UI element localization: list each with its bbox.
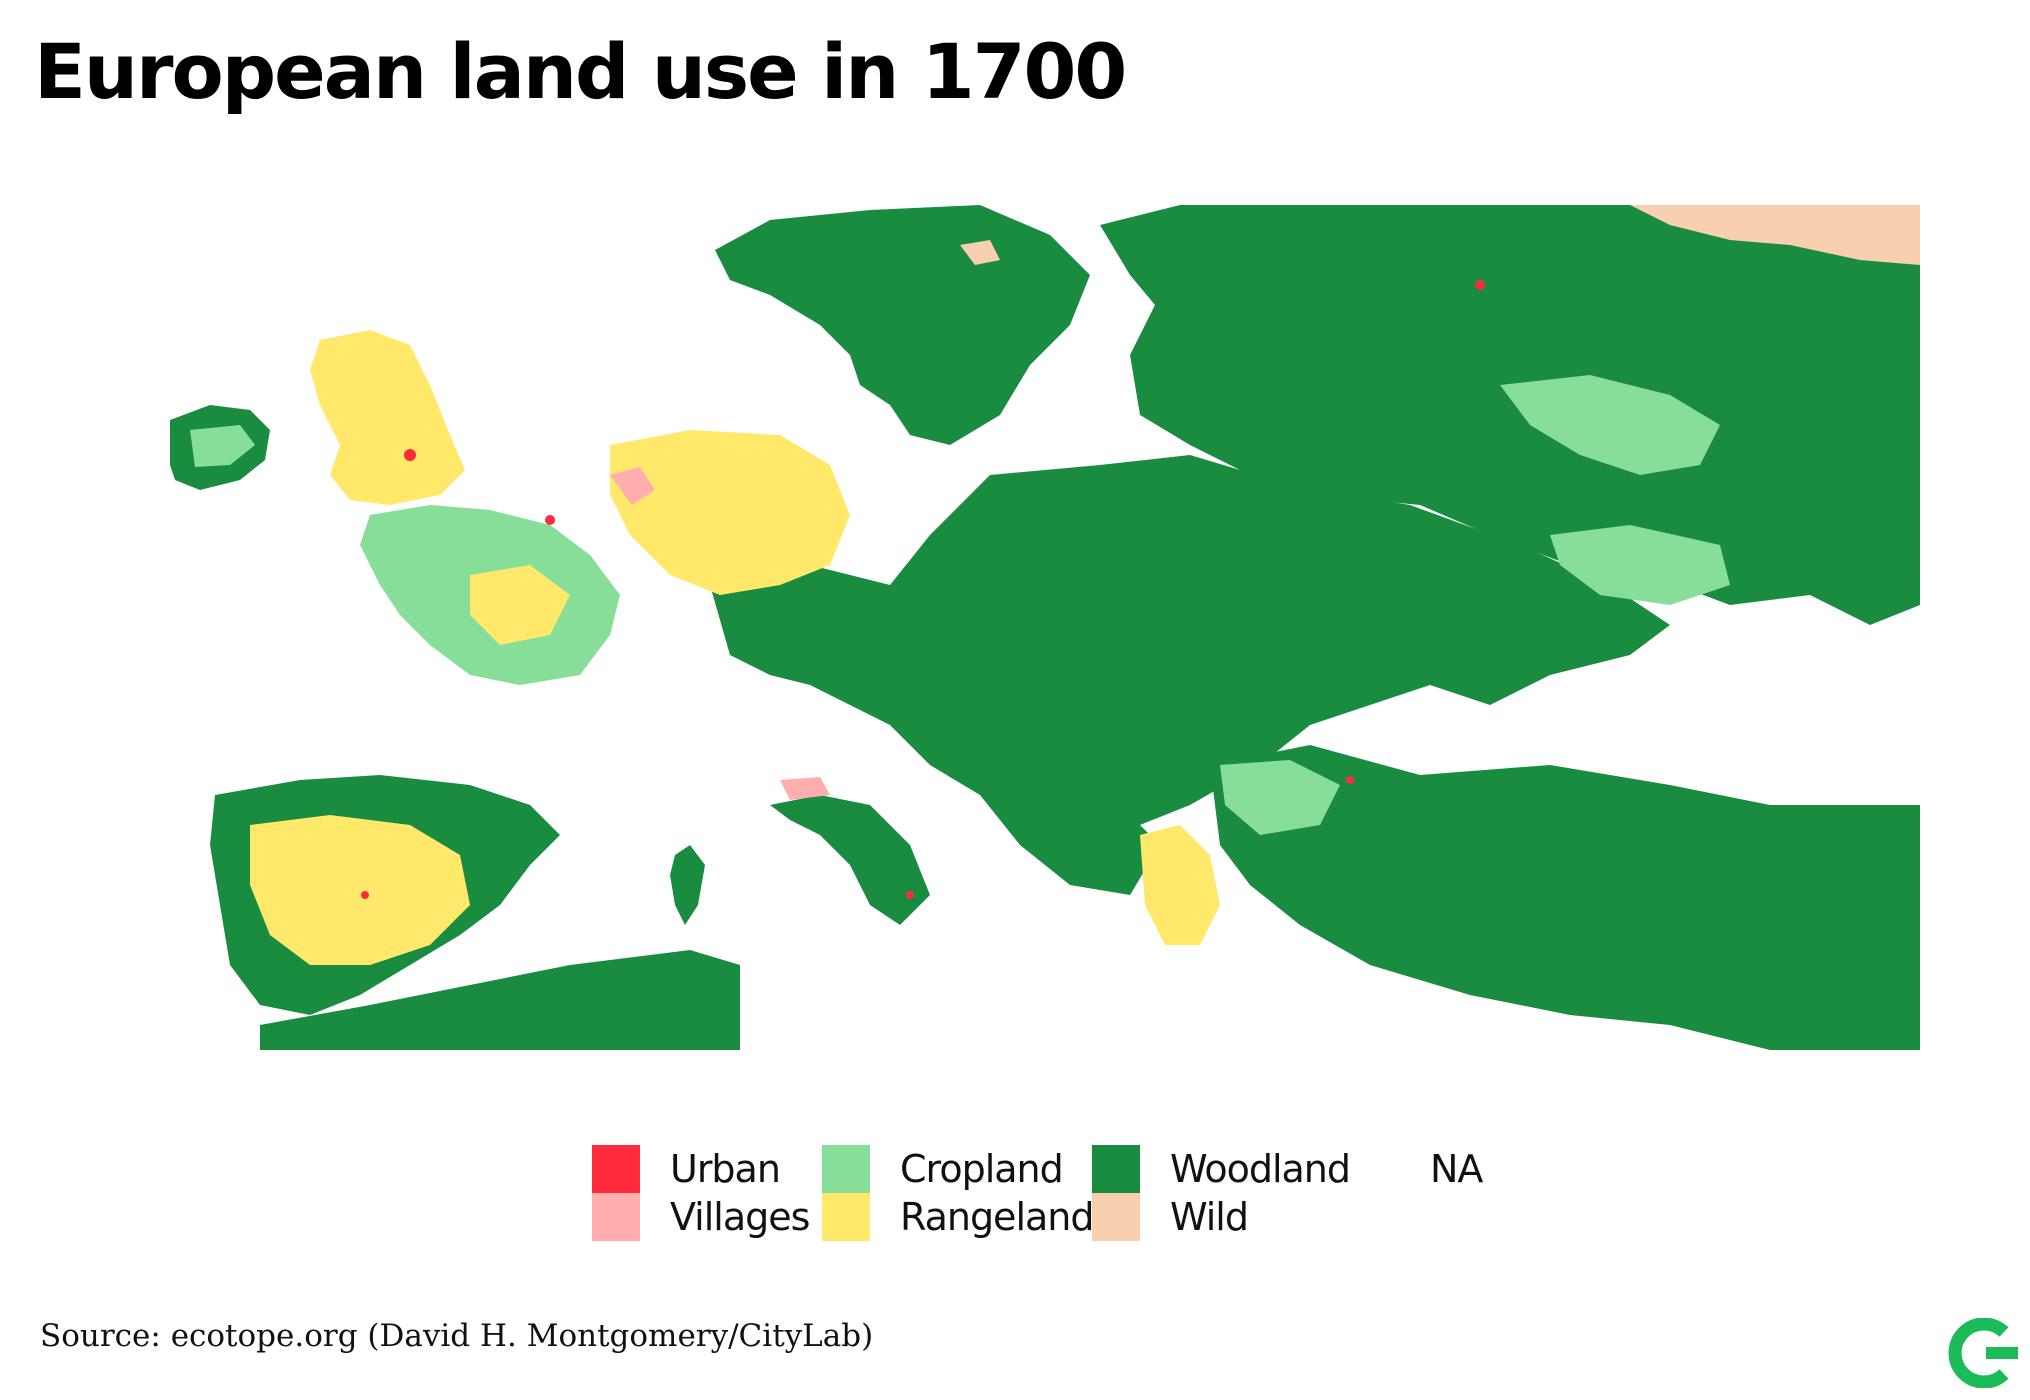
britain-region xyxy=(310,330,465,505)
legend-item-wild: Wild xyxy=(1092,1193,1249,1241)
legend-item-rangeland: Rangeland xyxy=(822,1193,1094,1241)
central-europe-region xyxy=(710,565,1160,895)
po-villages xyxy=(780,777,830,800)
citylab-logo-icon xyxy=(1948,1317,2018,1389)
wild-regions xyxy=(960,205,1920,265)
london-urban xyxy=(404,449,416,461)
legend-swatch-urban xyxy=(592,1145,640,1193)
madrid-urban xyxy=(361,891,369,899)
balkan-rangeland xyxy=(1140,825,1220,945)
legend-swatch-cropland xyxy=(822,1145,870,1193)
finland-region xyxy=(1100,205,1920,625)
lowlands-villages xyxy=(610,467,655,505)
legend-label-rangeland: Rangeland xyxy=(900,1195,1094,1239)
eastern-europe-region xyxy=(860,455,1670,825)
woodland-regions xyxy=(170,205,1920,1050)
rangeland-regions xyxy=(250,330,1220,965)
legend-swatch-rangeland xyxy=(822,1193,870,1241)
north-wild-region xyxy=(1630,205,1920,265)
scandinavia-region xyxy=(715,205,1090,445)
legend-item-urban: Urban xyxy=(592,1145,781,1193)
anatolia-region xyxy=(1210,745,1920,1050)
urban-regions xyxy=(361,280,1485,899)
legend-swatch-wild xyxy=(1092,1193,1140,1241)
italy-region xyxy=(770,795,930,925)
legend-item-na: NA xyxy=(1352,1145,1483,1193)
istanbul-urban xyxy=(1346,776,1354,784)
legend: Urban Villages Cropland Rangeland Woodla… xyxy=(592,1145,1492,1255)
legend-swatch-villages xyxy=(592,1193,640,1241)
source-note: Source: ecotope.org (David H. Montgomery… xyxy=(40,1318,874,1354)
legend-label-cropland: Cropland xyxy=(900,1147,1064,1191)
legend-swatch-woodland xyxy=(1092,1145,1140,1193)
legend-item-villages: Villages xyxy=(592,1193,810,1241)
east-cropland xyxy=(1500,375,1720,475)
land-use-map xyxy=(170,205,1920,1050)
corsica-sardinia-region xyxy=(670,845,705,925)
legend-item-woodland: Woodland xyxy=(1092,1145,1351,1193)
chart-title: European land use in 1700 xyxy=(34,27,1127,116)
villages-regions xyxy=(610,467,830,800)
legend-label-woodland: Woodland xyxy=(1170,1147,1351,1191)
petersburg-urban xyxy=(1475,280,1485,290)
spain-rangeland xyxy=(250,815,470,965)
naples-urban xyxy=(906,891,914,899)
ukraine-cropland xyxy=(1550,525,1730,605)
north-africa-region xyxy=(260,950,740,1050)
greece-cropland xyxy=(1220,760,1340,835)
france-rangeland xyxy=(470,565,570,645)
legend-item-cropland: Cropland xyxy=(822,1145,1064,1193)
paris-urban xyxy=(545,515,555,525)
legend-label-na: NA xyxy=(1430,1147,1483,1191)
germany-region xyxy=(610,430,850,595)
norway-wild xyxy=(960,240,1000,265)
legend-label-wild: Wild xyxy=(1170,1195,1249,1239)
legend-label-urban: Urban xyxy=(670,1147,781,1191)
ireland-cropland xyxy=(190,425,255,467)
legend-swatch-na xyxy=(1352,1145,1400,1193)
legend-label-villages: Villages xyxy=(670,1195,810,1239)
